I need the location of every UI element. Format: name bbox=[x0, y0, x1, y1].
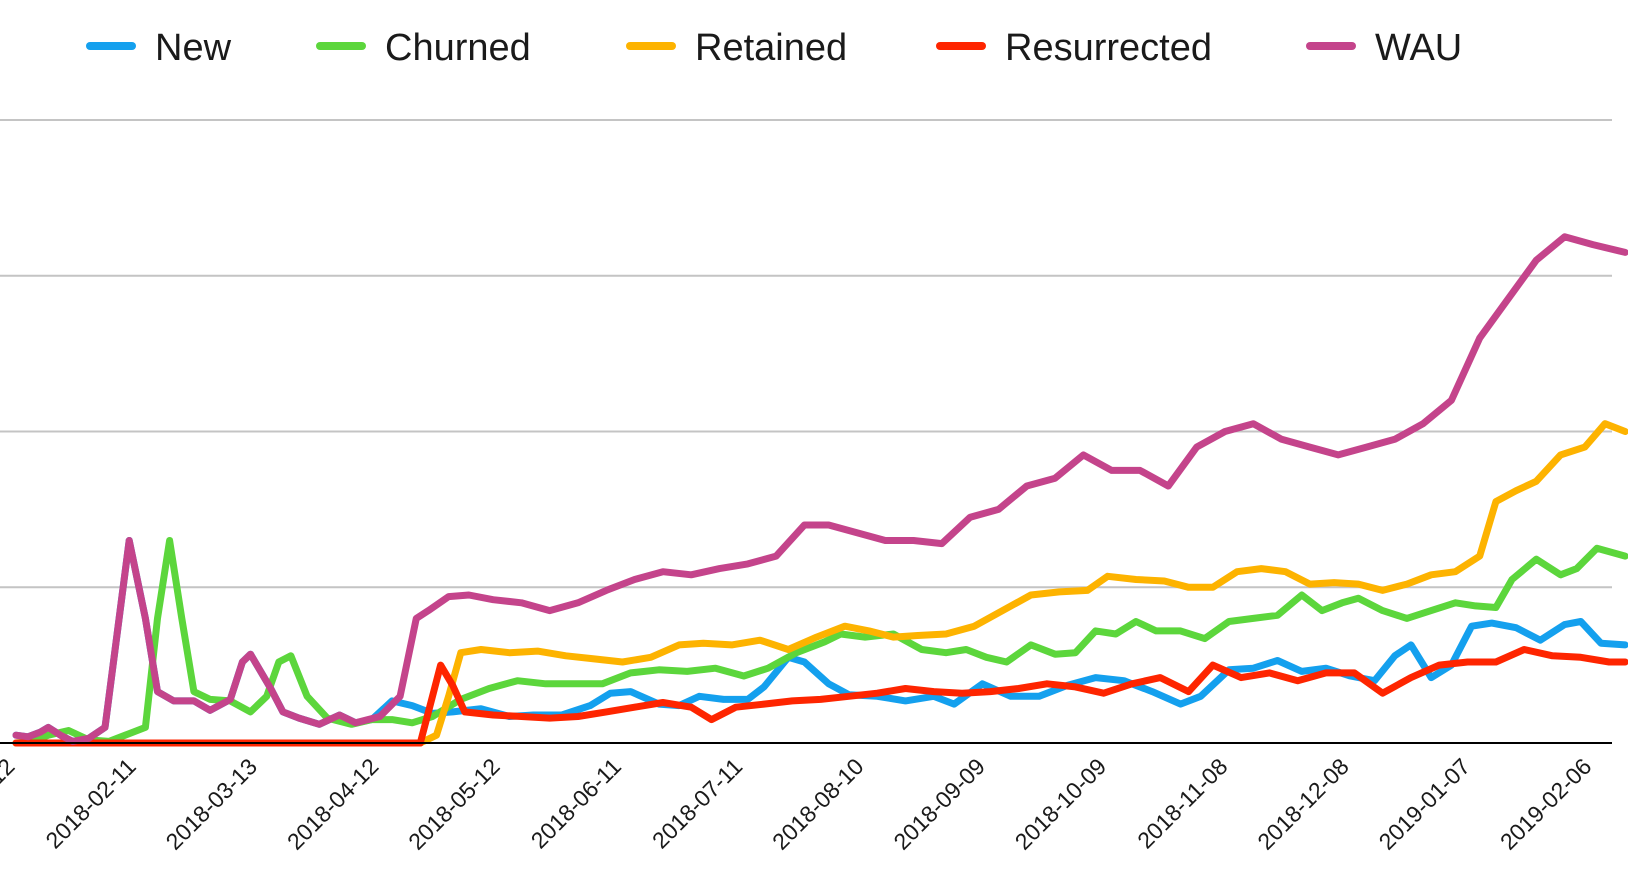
series-lines bbox=[16, 237, 1625, 743]
x-tick-label: 2018-02-11 bbox=[40, 753, 140, 853]
x-tick-label: 2019-02-06 bbox=[1495, 753, 1597, 855]
x-tick-label: 2018-06-11 bbox=[526, 753, 626, 853]
series-line bbox=[16, 541, 1625, 744]
chart: New Churned Retained Resurrected WAU 2018-01… bbox=[0, 0, 1628, 894]
x-tick-label: 2018-05-12 bbox=[403, 753, 505, 855]
x-tick-labels: 2018-01-12 2018-02-11 2018-03-13 2018-04-12… bbox=[0, 753, 1596, 855]
x-tick-label: 2018-08-10 bbox=[767, 753, 869, 855]
x-tick-label: 2018-10-09 bbox=[1010, 753, 1112, 855]
x-tick-label: 2019-01-07 bbox=[1374, 753, 1476, 855]
x-tick-label: 2018-01-12 bbox=[0, 753, 20, 855]
x-tick-label: 2018-12-08 bbox=[1252, 753, 1354, 855]
legend: New Churned Retained Resurrected WAU bbox=[90, 27, 1462, 69]
legend-label: Resurrected bbox=[1005, 27, 1212, 69]
x-tick-label: 2018-04-12 bbox=[282, 753, 384, 855]
x-tick-label: 2018-03-13 bbox=[161, 753, 263, 855]
x-tick-label: 2018-11-08 bbox=[1132, 753, 1232, 853]
x-tick-label: 2018-07-11 bbox=[647, 753, 747, 853]
x-tick-label: 2018-09-09 bbox=[888, 753, 990, 855]
gridlines bbox=[0, 120, 1612, 587]
legend-label: WAU bbox=[1375, 27, 1462, 69]
legend-label: Retained bbox=[695, 27, 847, 69]
legend-label: Churned bbox=[385, 27, 531, 69]
legend-label: New bbox=[155, 27, 232, 69]
